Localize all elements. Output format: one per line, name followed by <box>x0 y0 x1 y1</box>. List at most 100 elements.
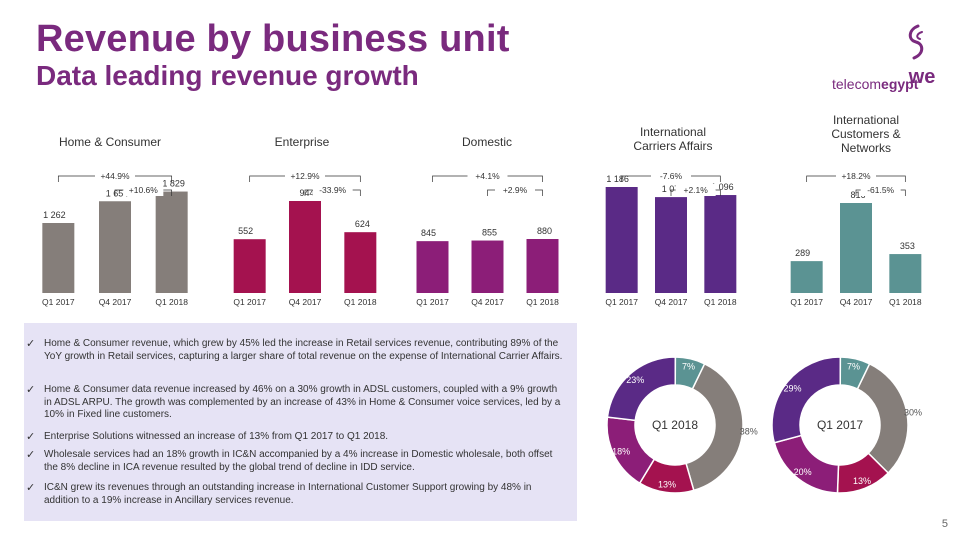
bar-value-label: 552 <box>238 226 253 236</box>
check-icon: ✓ <box>26 431 36 443</box>
bar <box>526 239 559 293</box>
chart-title: Networks <box>841 141 891 155</box>
category-label: Q4 2017 <box>471 297 504 307</box>
growth-label: -61.5% <box>867 185 894 195</box>
bar-value-label: 1 262 <box>43 210 66 220</box>
bar-value-label: 1 073 <box>662 184 685 194</box>
growth-label-bg <box>95 170 135 182</box>
growth-label-bg <box>675 184 716 196</box>
bar <box>99 201 131 293</box>
chart-title: Customers & <box>831 127 900 141</box>
slice-label: 23% <box>626 375 644 385</box>
slice-label: 38% <box>740 426 758 436</box>
commentary-panel: ✓ Home & Consumer revenue, which grew by… <box>24 323 577 521</box>
donut-slice <box>839 356 871 390</box>
slice-label: 20% <box>794 467 812 477</box>
slice-label: 30% <box>904 408 922 418</box>
chart-title: International <box>640 125 706 139</box>
bar-value-label: 1 186 <box>606 174 629 184</box>
growth-label: +44.9% <box>100 171 130 181</box>
donut-title: Q1 2018 <box>652 418 698 432</box>
bar-value-label: 944 <box>299 188 314 198</box>
chart-title: International <box>833 113 899 127</box>
growth-label: +2.1% <box>683 185 708 195</box>
category-label: Q1 2018 <box>155 297 188 307</box>
category-label: Q1 2017 <box>790 297 823 307</box>
donut-title: Q1 2017 <box>817 418 863 432</box>
bar-charts: Home & Consumer 1 262 Q1 2017 1 654 Q4 2017 1… <box>42 113 922 307</box>
bar-value-label: 816 <box>850 190 865 200</box>
check-icon: ✓ <box>26 384 36 396</box>
donut-slice <box>674 356 706 390</box>
chart-title: Domestic <box>462 135 512 149</box>
category-label: Q1 2017 <box>605 297 638 307</box>
growth-label-bg <box>312 184 353 196</box>
bar <box>840 203 872 293</box>
check-icon: ✓ <box>26 449 36 461</box>
growth-label-bg <box>285 170 325 182</box>
brand-swirl-icon <box>908 24 924 60</box>
bar <box>42 223 75 293</box>
bar <box>889 254 922 293</box>
bar-value-label: 845 <box>421 228 436 238</box>
growth-label-bg <box>836 170 876 182</box>
category-label: Q1 2018 <box>889 297 922 307</box>
bar <box>605 187 638 293</box>
category-label: Q1 2018 <box>344 297 377 307</box>
category-label: Q4 2017 <box>99 297 132 307</box>
growth-label: +18.2% <box>841 171 871 181</box>
bar-value-label: 289 <box>795 248 810 258</box>
page-title: Revenue by business unit <box>36 18 510 60</box>
growth-label: -7.6% <box>660 171 683 181</box>
growth-label-bg <box>123 184 164 196</box>
donut-slice <box>773 434 840 494</box>
bar-value-label: 880 <box>537 226 552 236</box>
category-label: Q1 2017 <box>42 297 75 307</box>
bar <box>790 261 823 293</box>
category-label: Q1 2017 <box>416 297 449 307</box>
slice-label: 7% <box>682 362 695 372</box>
growth-label: +12.9% <box>290 171 320 181</box>
category-label: Q4 2017 <box>289 297 322 307</box>
bullet-text: Enterprise Solutions witnessed an increa… <box>44 431 389 442</box>
category-label: Q1 2018 <box>526 297 559 307</box>
page-subtitle: Data leading revenue growth <box>36 60 419 91</box>
bar <box>155 191 188 293</box>
growth-label: +2.9% <box>503 185 528 195</box>
donut-slice <box>685 362 744 492</box>
bullet-text: IC&N grew its revenues through an outsta… <box>44 482 532 506</box>
check-icon: ✓ <box>26 338 36 350</box>
slice-label: 7% <box>847 362 860 372</box>
brand-suffix: egypt <box>881 76 919 92</box>
bar-value-label: 1 829 <box>162 179 185 189</box>
slice-label: 13% <box>853 476 871 486</box>
brand-wordmark: telecomegypt <box>832 76 918 92</box>
page-number: 5 <box>941 518 948 530</box>
bar-value-label: 353 <box>900 241 915 251</box>
bullet-text: Wholesale services had an 18% growth in … <box>44 449 553 473</box>
category-label: Q4 2017 <box>840 297 873 307</box>
bullet-text: Home & Consumer data revenue increased b… <box>44 384 561 420</box>
brand-mark: we <box>908 66 936 88</box>
bar <box>233 239 266 293</box>
bar <box>344 232 377 293</box>
brand-logo: we <box>896 22 936 88</box>
slice-label: 18% <box>612 446 630 456</box>
chart-title: Enterprise <box>275 135 330 149</box>
bar-value-label: 1 654 <box>106 188 129 198</box>
check-icon: ✓ <box>26 482 36 494</box>
donut-slice <box>606 356 677 422</box>
growth-label-bg <box>651 170 691 182</box>
bar <box>289 201 321 293</box>
growth-label: +10.6% <box>129 185 159 195</box>
bar <box>471 240 504 293</box>
bar <box>416 241 449 293</box>
bar-value-label: 624 <box>355 219 370 229</box>
brand-prefix: telecom <box>832 76 882 92</box>
bullet-text: Home & Consumer revenue, which grew by 4… <box>44 338 563 362</box>
bar <box>704 195 737 293</box>
slice-label: 13% <box>658 479 676 489</box>
donut-slice <box>771 356 842 444</box>
category-label: Q1 2017 <box>233 297 266 307</box>
category-label: Q4 2017 <box>655 297 688 307</box>
